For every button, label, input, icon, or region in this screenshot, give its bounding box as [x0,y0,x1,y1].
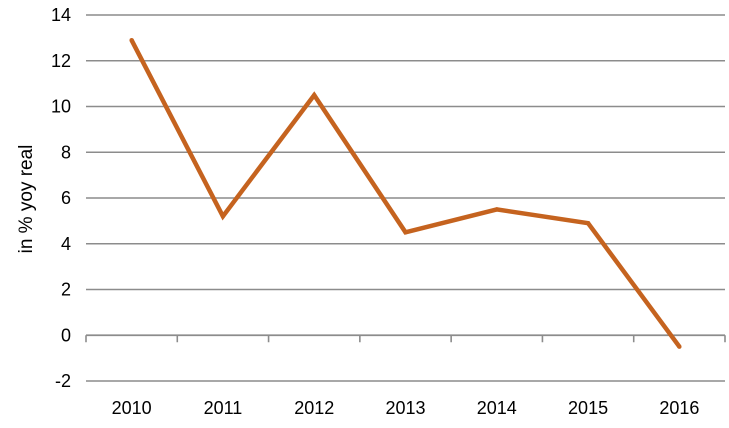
y-tick-label: 4 [61,234,71,254]
data-point [677,344,682,349]
data-point [220,214,226,219]
x-axis-tick-labels: 2010 2011 2012 2013 2014 2015 2016 [112,398,700,418]
data-point [585,220,591,226]
y-tick-label: 10 [51,97,71,117]
series-line [129,39,682,349]
x-tick-label: 2014 [477,398,517,418]
y-axis-title: in % yoy real [16,145,37,254]
x-tick-label: 2016 [659,398,699,418]
y-tick-label: 8 [61,142,71,162]
y-tick-label: 6 [61,188,71,208]
y-tick-label: 14 [51,5,71,25]
x-tick-label: 2012 [294,398,334,418]
series-layer [129,37,682,349]
x-tick-label: 2010 [112,398,152,418]
x-tick-label: 2011 [204,398,243,418]
y-tick-label: 0 [61,325,71,345]
gridlines [86,14,725,382]
data-point [403,230,408,235]
x-tick-label: 2015 [568,398,608,418]
data-point [129,37,134,43]
y-axis-tick-labels: -2 0 2 4 6 8 10 12 14 [51,5,71,391]
data-point [312,92,317,98]
y-tick-label: -2 [55,371,71,391]
x-axis [85,334,726,343]
x-tick-label: 2013 [385,398,425,418]
data-point [494,207,499,212]
y-tick-label: 12 [51,51,71,71]
y-tick-label: 2 [61,280,71,300]
